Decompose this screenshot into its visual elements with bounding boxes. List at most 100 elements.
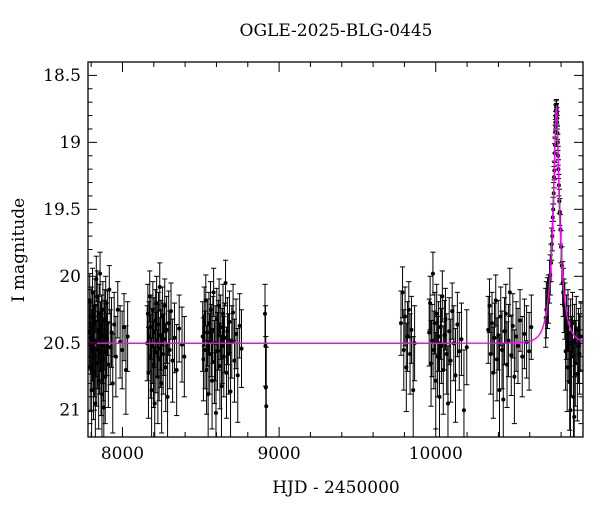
data-point [174, 368, 179, 373]
data-point [217, 303, 222, 308]
y-tick-label: 20 [59, 267, 81, 287]
data-point [125, 334, 130, 339]
data-point [205, 330, 210, 335]
data-point [518, 318, 523, 323]
data-point [221, 311, 226, 316]
data-point [210, 327, 215, 332]
data-point [448, 358, 453, 363]
data-point [501, 397, 506, 402]
data-point [529, 325, 534, 330]
data-point [455, 322, 460, 327]
data-point [496, 333, 501, 338]
data-point [106, 362, 111, 367]
x-tick-label: 10000 [409, 444, 463, 464]
data-point [429, 338, 434, 343]
data-point [440, 294, 445, 299]
data-point [204, 368, 209, 373]
data-point [264, 404, 269, 409]
data-point [170, 358, 175, 363]
data-point [489, 321, 494, 326]
data-point [177, 326, 182, 331]
data-point [398, 321, 403, 326]
data-point [201, 357, 206, 362]
data-point [159, 381, 164, 386]
model-curve [88, 104, 583, 344]
data-point [218, 325, 223, 330]
data-point [149, 388, 154, 393]
data-point [215, 349, 220, 354]
data-point [227, 319, 232, 324]
data-point [503, 311, 508, 316]
data-point [512, 374, 517, 379]
data-point [570, 321, 575, 326]
data-point [487, 303, 492, 308]
data-point [522, 331, 527, 336]
y-tick-label: 19.5 [43, 200, 81, 220]
data-point [432, 321, 437, 326]
data-point [439, 343, 444, 348]
data-point [162, 303, 167, 308]
data-point [203, 347, 208, 352]
data-point [110, 381, 115, 386]
data-point [510, 323, 515, 328]
data-point [152, 401, 157, 406]
data-point [401, 347, 406, 352]
data-point [169, 309, 174, 314]
data-points [88, 99, 583, 437]
data-point [219, 384, 224, 389]
model-curve-path [88, 104, 583, 344]
data-point [211, 290, 216, 295]
data-point [161, 351, 166, 356]
data-point [157, 285, 162, 289]
data-point [509, 353, 514, 358]
data-point [403, 314, 408, 319]
data-point [213, 410, 218, 415]
data-point [492, 335, 497, 340]
data-point [436, 334, 441, 339]
data-point [461, 408, 466, 413]
plot-title: OGLE-2025-BLG-0445 [240, 21, 433, 41]
data-point [228, 389, 233, 394]
data-point [527, 349, 532, 354]
data-point [450, 309, 455, 314]
plot-axes [87, 61, 584, 438]
data-point [107, 287, 112, 292]
data-point [437, 394, 442, 399]
data-point [464, 345, 469, 350]
data-point [223, 280, 228, 285]
data-point [400, 290, 405, 295]
y-tick-label: 21 [59, 401, 81, 421]
data-point [222, 335, 227, 340]
data-point [239, 346, 244, 351]
data-point [568, 408, 573, 413]
data-point [430, 271, 435, 276]
data-point [406, 307, 411, 312]
data-point [237, 323, 242, 328]
data-point [161, 337, 166, 342]
data-point [164, 327, 169, 332]
data-point [172, 335, 177, 340]
x-tick-labels: 8000 9000 10000 [101, 444, 463, 464]
data-point [120, 347, 125, 352]
data-point [115, 307, 120, 312]
data-point [165, 394, 170, 399]
data-point [572, 414, 577, 419]
data-point [515, 343, 520, 348]
data-point [235, 373, 240, 378]
data-point [210, 378, 215, 383]
data-point [224, 370, 229, 375]
data-point [216, 333, 221, 338]
data-point [163, 365, 168, 370]
data-point [221, 354, 226, 359]
data-point [234, 331, 239, 336]
data-point [520, 354, 525, 359]
data-point [217, 364, 222, 369]
data-point [98, 271, 103, 276]
data-point [409, 327, 414, 332]
y-tick-label: 18.5 [43, 66, 81, 86]
x-tick-label: 9000 [257, 444, 300, 464]
data-point [167, 347, 172, 352]
data-point [112, 322, 117, 327]
